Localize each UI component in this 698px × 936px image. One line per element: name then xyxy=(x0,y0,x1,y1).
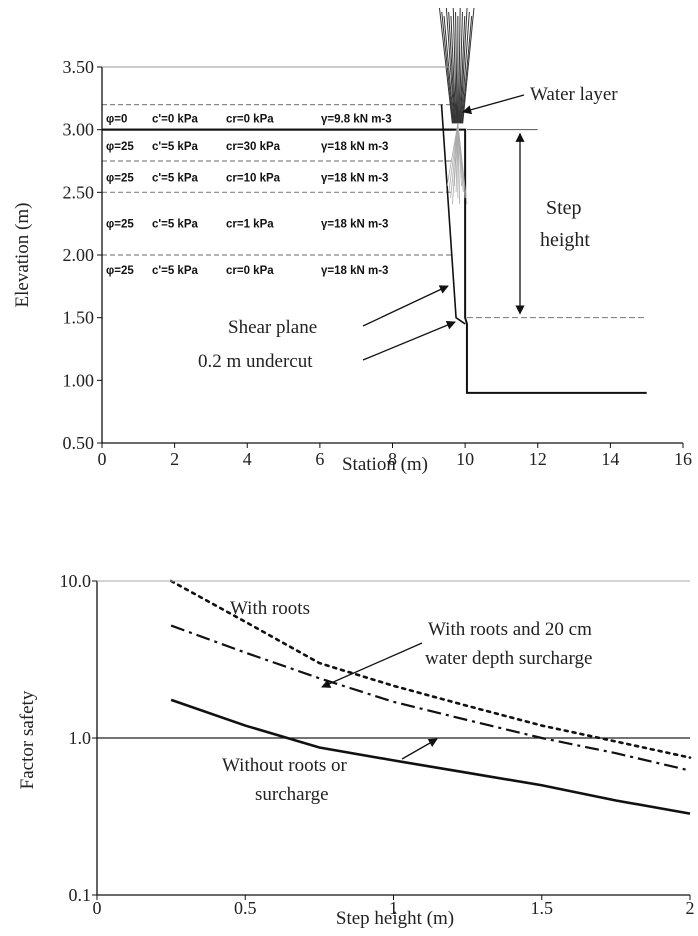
x-tick-label: 16 xyxy=(674,449,692,469)
x-tick-label: 0.5 xyxy=(234,898,257,918)
layer-phi: φ=25 xyxy=(106,141,134,153)
layer-gamma: γ=18 kN m-3 xyxy=(321,141,388,153)
water-layer-label: Water layer xyxy=(530,84,618,105)
layer-phi: φ=0 xyxy=(106,113,127,125)
without-roots-label: Without roots or xyxy=(222,755,348,776)
x-tick-label: 0 xyxy=(98,449,107,469)
surcharge-arrow xyxy=(321,642,423,688)
ground-profile xyxy=(102,128,647,394)
x-tick-label: 6 xyxy=(315,449,324,469)
x-tick-label: 1.5 xyxy=(531,898,554,918)
root-strand xyxy=(446,123,459,187)
grass-blade xyxy=(462,7,475,124)
factor-safety-series xyxy=(97,579,692,815)
grass-blade xyxy=(445,7,455,124)
step-height-label-2: height xyxy=(540,229,590,251)
with-roots-label: With roots xyxy=(230,598,310,619)
grass-blade xyxy=(458,7,461,124)
layer-c: c'=0 kPa xyxy=(152,113,199,125)
x-tick-label: 10 xyxy=(456,449,474,469)
series-line xyxy=(170,698,691,815)
series-line xyxy=(170,624,691,772)
surcharge-label-2: water depth surcharge xyxy=(425,648,592,669)
y-tick-label: 10.0 xyxy=(60,571,92,591)
y-tick-label: 2.00 xyxy=(63,245,95,265)
y-axis-label: Elevation (m) xyxy=(12,203,33,308)
grass-blade xyxy=(443,15,455,124)
x-tick-label: 2 xyxy=(686,898,695,918)
without-roots-arrow xyxy=(401,738,438,760)
step-height-label: Step xyxy=(546,197,582,219)
y-tick-label: 1.50 xyxy=(63,308,95,328)
layer-c: c'=5 kPa xyxy=(152,265,199,277)
annotation-arrows xyxy=(362,94,525,361)
layer-gamma: γ=18 kN m-3 xyxy=(321,265,388,277)
x-tick-label: 0 xyxy=(93,898,102,918)
layer-phi: φ=25 xyxy=(106,172,134,184)
y-tick-label: 3.00 xyxy=(63,120,95,140)
grass-blade xyxy=(455,11,458,124)
y-tick-label: 1.00 xyxy=(63,370,95,390)
grass-blade xyxy=(460,7,468,124)
layer-gamma: γ=18 kN m-3 xyxy=(321,219,388,231)
y-tick-label: 0.1 xyxy=(69,885,92,905)
layer-cr: cr=0 kPa xyxy=(226,265,274,277)
factor-safety-chart: 0 0.5 1 1.5 2 0.1 1.0 10.0 Step height (m) Fact… xyxy=(17,571,695,929)
grass-blade xyxy=(448,11,456,124)
root-strand xyxy=(457,123,461,205)
ground-profile-line xyxy=(102,128,647,394)
y-tick-label: 2.50 xyxy=(63,182,95,202)
x-tick-label: 8 xyxy=(388,449,397,469)
layer-phi: φ=25 xyxy=(106,265,134,277)
x-tick-label: 2 xyxy=(170,449,179,469)
factor-safety-ticks: 0 0.5 1 1.5 2 0.1 1.0 10.0 xyxy=(60,571,695,918)
y-axis-label: Factor safety xyxy=(17,690,38,789)
grass-blade xyxy=(441,11,454,124)
elevation-ticks: 0 2 4 6 8 10 12 14 16 0.50 1.00 1.50 2.00 2.50 3.00 3.5… xyxy=(63,57,693,469)
grass-blade xyxy=(438,7,453,124)
grass-blade xyxy=(458,11,463,124)
shear-plane-line xyxy=(440,104,466,325)
x-tick-label: 12 xyxy=(529,449,547,469)
root-strand xyxy=(457,123,468,205)
annotation-arrows xyxy=(321,642,438,760)
shear-plane-arrow xyxy=(362,285,449,327)
layer-c: c'=5 kPa xyxy=(152,172,199,184)
layer-cr: cr=10 kPa xyxy=(226,172,281,184)
undercut-label: 0.2 m undercut xyxy=(198,351,313,372)
shear-plane-path xyxy=(440,104,466,325)
water-layer-arrow xyxy=(462,94,525,115)
grass-blade xyxy=(452,7,457,124)
grass-blade xyxy=(459,15,466,124)
layer-phi: φ=25 xyxy=(106,219,134,231)
layer-properties: φ=0 c'=0 kPa cr=0 kPa γ=9.8 kN m-3 φ=25 c'=5 … xyxy=(106,113,392,277)
elevation-chart: φ=0 c'=0 kPa cr=0 kPa γ=9.8 kN m-3 φ=25 c'=5 … xyxy=(12,7,693,475)
undercut-arrow xyxy=(362,320,456,361)
series-line xyxy=(169,579,692,759)
layer-gamma: γ=9.8 kN m-3 xyxy=(321,113,392,125)
y-tick-label: 0.50 xyxy=(63,433,95,453)
x-axis-label: Station (m) xyxy=(342,454,428,475)
layer-cr: cr=30 kPa xyxy=(226,141,281,153)
layer-cr: cr=1 kPa xyxy=(226,219,274,231)
x-tick-label: 14 xyxy=(601,449,619,469)
layer-c: c'=5 kPa xyxy=(152,219,199,231)
layer-gamma: γ=18 kN m-3 xyxy=(321,172,388,184)
layer-cr: cr=0 kPa xyxy=(226,113,274,125)
y-tick-label: 1.0 xyxy=(69,728,92,748)
vegetation-glyph xyxy=(438,7,475,205)
x-tick-label: 1 xyxy=(389,898,398,918)
y-tick-label: 3.50 xyxy=(63,57,95,77)
grass-blade xyxy=(460,11,470,124)
surcharge-label: With roots and 20 cm xyxy=(428,619,592,640)
shear-plane-label: Shear plane xyxy=(228,317,317,338)
without-roots-label-2: surcharge xyxy=(255,784,329,805)
grass-blade xyxy=(450,15,457,124)
x-axis-label: Step height (m) xyxy=(336,908,454,929)
x-tick-label: 4 xyxy=(243,449,252,469)
layer-c: c'=5 kPa xyxy=(152,141,199,153)
